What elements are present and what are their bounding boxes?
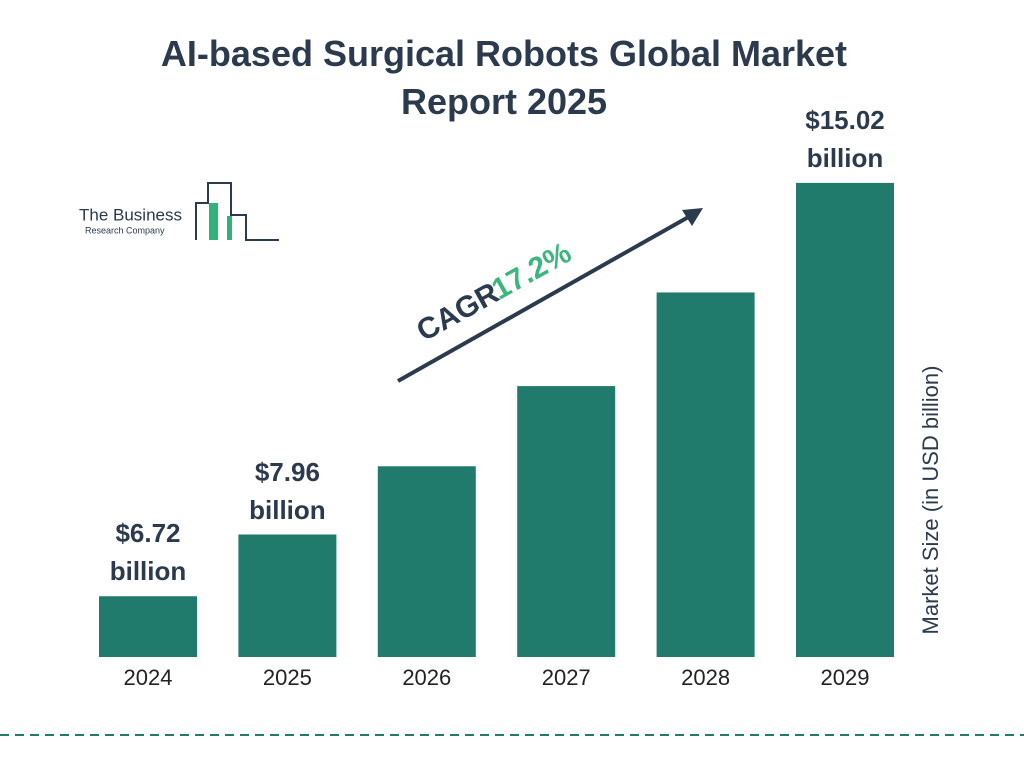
bar	[238, 534, 337, 657]
bar	[377, 466, 476, 657]
value-label: $7.96 billion	[249, 456, 326, 525]
cagr-arrow	[397, 208, 703, 383]
x-tick-label: 2027	[542, 665, 591, 690]
bar	[656, 292, 755, 657]
x-tick-label: 2029	[821, 665, 870, 690]
x-tick-label: 2024	[124, 665, 173, 690]
bar	[517, 386, 616, 657]
bar	[796, 182, 894, 658]
cagr-value: 17.2%	[486, 236, 576, 306]
logo	[195, 182, 279, 241]
bar	[99, 596, 197, 657]
x-tick-label: 2028	[681, 665, 730, 690]
value-label: $15.02 billion	[805, 104, 885, 173]
y-axis-label: Market Size (in USD billion)	[918, 366, 943, 635]
logo-subtext: Research Company	[85, 225, 165, 235]
x-tick-label: 2026	[402, 665, 451, 690]
chart-title: AI-based Surgical Robots Global Market R…	[160, 33, 848, 122]
x-tick-label: 2025	[263, 665, 312, 690]
logo-text: The Business	[79, 205, 182, 224]
value-label: $6.72 billion	[109, 518, 187, 587]
